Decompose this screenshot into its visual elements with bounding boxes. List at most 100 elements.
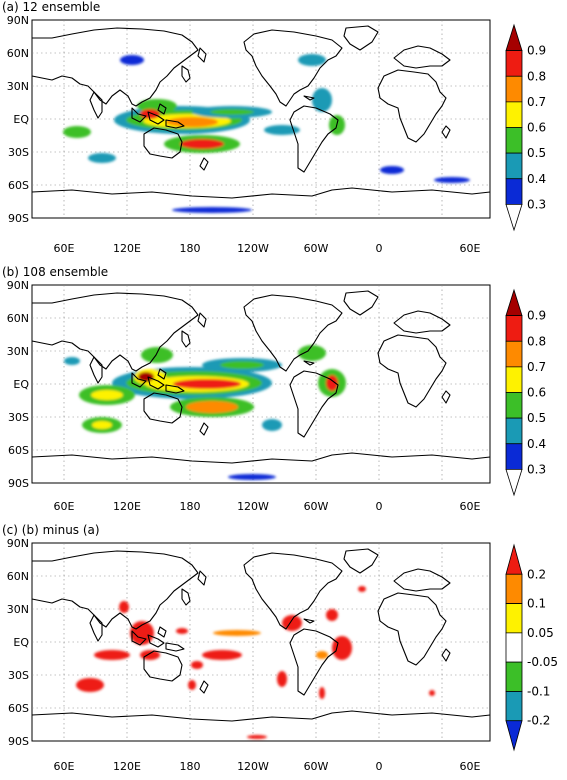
lat-label: 30S bbox=[8, 411, 29, 424]
panel-b: (b) 108 ensemble bbox=[2, 265, 546, 513]
colorbar-segment bbox=[505, 366, 523, 393]
panel-c-lon-labels: 60E 120E 180 120W 60W 0 60E bbox=[54, 760, 481, 773]
colorbar-label: 0.2 bbox=[527, 567, 546, 581]
colorbar-label: -0.05 bbox=[527, 655, 558, 669]
colorbar-label: 0.8 bbox=[527, 69, 546, 83]
lat-label: 60N bbox=[7, 312, 29, 325]
lon-label: 180 bbox=[180, 500, 201, 513]
colorbar-label: 0.8 bbox=[527, 334, 546, 348]
colorbar-label: -0.1 bbox=[527, 684, 550, 698]
panel-a: (a) 12 ensemble bbox=[2, 0, 546, 255]
colorbar-segment bbox=[505, 543, 523, 575]
panel-c-plot bbox=[31, 542, 491, 742]
colorbar-label: 0.7 bbox=[527, 95, 546, 109]
panel-a-colorbar: 0.9 0.8 0.7 0.6 0.5 0.4 0.3 bbox=[505, 23, 546, 232]
colorbar-label: 0.9 bbox=[527, 44, 546, 58]
colorbar-segment bbox=[505, 603, 523, 634]
panel-c-title: (c) (b) minus (a) bbox=[2, 523, 100, 537]
colorbar-segment bbox=[505, 661, 523, 692]
colorbar-segment bbox=[505, 573, 523, 604]
colorbar-label: 0.4 bbox=[527, 172, 546, 186]
colorbar-label: 0.1 bbox=[527, 597, 546, 611]
colorbar-label: 0.6 bbox=[527, 386, 546, 400]
lat-label: 90S bbox=[8, 735, 29, 748]
colorbar-segment bbox=[505, 315, 523, 342]
lon-label: 60E bbox=[460, 760, 481, 773]
lon-label: 120W bbox=[237, 242, 269, 255]
lat-label: 90S bbox=[8, 477, 29, 490]
lat-label: 90N bbox=[7, 14, 29, 27]
panel-c: (c) (b) minus (a) bbox=[2, 523, 558, 773]
panel-b-colorbar: 0.9 0.8 0.7 0.6 0.5 0.4 0.3 bbox=[505, 288, 546, 497]
colorbar-segment bbox=[505, 101, 523, 128]
lon-label: 180 bbox=[180, 242, 201, 255]
lon-label: 120E bbox=[113, 242, 141, 255]
colorbar-segment bbox=[505, 340, 523, 368]
panel-a-lon-labels: 60E 120E 180 120W 60W 0 60E bbox=[54, 242, 481, 255]
panel-a-title: (a) 12 ensemble bbox=[2, 0, 100, 14]
lat-label: 60S bbox=[8, 702, 29, 715]
lat-label: EQ bbox=[13, 378, 29, 391]
colorbar-label: 0.7 bbox=[527, 360, 546, 374]
panel-c-frame bbox=[31, 542, 491, 742]
lat-label: 60N bbox=[7, 570, 29, 583]
lon-label: 0 bbox=[376, 242, 383, 255]
colorbar-segment bbox=[505, 288, 523, 317]
lon-label: 0 bbox=[376, 500, 383, 513]
colorbar-segment bbox=[505, 468, 523, 497]
lon-label: 120E bbox=[113, 500, 141, 513]
lon-label: 0 bbox=[376, 760, 383, 773]
colorbar-segment bbox=[505, 152, 523, 180]
panel-c-shading bbox=[76, 586, 435, 739]
lon-label: 60E bbox=[54, 760, 75, 773]
lat-label: 30S bbox=[8, 669, 29, 682]
colorbar-segment bbox=[505, 691, 523, 722]
panel-c-gridlines bbox=[32, 543, 490, 741]
colorbar-label: 0.3 bbox=[527, 197, 546, 211]
colorbar-segment bbox=[505, 720, 523, 752]
lon-label: 60E bbox=[460, 500, 481, 513]
panel-c-colorbar: 0.2 0.1 0.05 -0.05 -0.1 -0.2 bbox=[505, 543, 558, 752]
lat-label: EQ bbox=[13, 636, 29, 649]
lon-label: 60E bbox=[54, 500, 75, 513]
lat-label: 30S bbox=[8, 146, 29, 159]
lon-label: 60W bbox=[304, 760, 329, 773]
panel-c-lat-labels: 90N 60N 30N EQ 30S 60S 90S bbox=[7, 537, 30, 748]
colorbar-segment bbox=[505, 632, 523, 663]
panel-b-title: (b) 108 ensemble bbox=[2, 265, 108, 279]
lat-label: 30N bbox=[7, 345, 29, 358]
colorbar-segment bbox=[505, 203, 523, 232]
panel-a-frame bbox=[31, 19, 491, 219]
colorbar-segment bbox=[505, 75, 523, 103]
colorbar-segment bbox=[505, 178, 523, 205]
colorbar-segment bbox=[505, 23, 523, 52]
lat-label: 90N bbox=[7, 279, 29, 292]
lat-label: EQ bbox=[13, 113, 29, 126]
colorbar-segment bbox=[505, 392, 523, 419]
colorbar-segment bbox=[505, 127, 523, 154]
colorbar-label: 0.5 bbox=[527, 146, 546, 160]
colorbar-label: 0.3 bbox=[527, 462, 546, 476]
lat-label: 30N bbox=[7, 80, 29, 93]
lon-label: 180 bbox=[180, 760, 201, 773]
lon-label: 120E bbox=[113, 760, 141, 773]
colorbar-segment bbox=[505, 443, 523, 470]
panel-a-plot bbox=[31, 19, 491, 219]
colorbar-label: -0.2 bbox=[527, 714, 550, 728]
panel-b-shading bbox=[64, 345, 346, 480]
lat-label: 60S bbox=[8, 179, 29, 192]
panel-a-lat-labels: 90N 60N 30N EQ 30S 60S 90S bbox=[7, 14, 30, 225]
lat-label: 60N bbox=[7, 47, 29, 60]
lon-label: 120W bbox=[237, 500, 269, 513]
lat-label: 90N bbox=[7, 537, 29, 550]
lon-label: 60W bbox=[304, 500, 329, 513]
lon-label: 60E bbox=[460, 242, 481, 255]
lon-label: 60E bbox=[54, 242, 75, 255]
colorbar-segment bbox=[505, 50, 523, 77]
lon-label: 120W bbox=[237, 760, 269, 773]
colorbar-segment bbox=[505, 417, 523, 445]
colorbar-label: 0.5 bbox=[527, 411, 546, 425]
colorbar-label: 0.6 bbox=[527, 121, 546, 135]
lon-label: 60W bbox=[304, 242, 329, 255]
